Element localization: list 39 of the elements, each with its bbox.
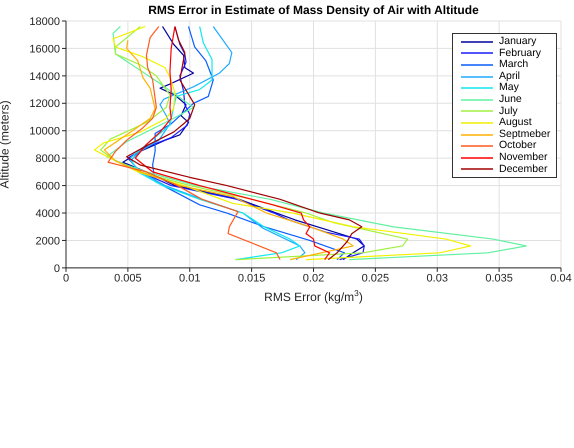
- y-tick-label: 8000: [36, 153, 60, 166]
- legend-label: Septmeber: [499, 128, 550, 140]
- chart-title: RMS Error in Estimate of Mass Density of Air with Altitude: [147, 3, 480, 17]
- y-tick-label: 18000: [29, 16, 60, 28]
- y-tick-label: 16000: [29, 43, 60, 56]
- x-tick-label: 0: [62, 272, 70, 285]
- x-tick-label: 0.025: [362, 272, 390, 285]
- x-tick-label: 0.01: [179, 272, 200, 285]
- line-series: [152, 26, 346, 260]
- line-series: [104, 40, 354, 260]
- y-tick-label: 4000: [36, 208, 60, 220]
- legend-label: June: [499, 92, 522, 106]
- y-tick-label: 10000: [29, 126, 60, 138]
- line-series: [107, 26, 281, 260]
- x-tick-label: 0.005: [114, 272, 142, 285]
- x-axis-title: RMS Error (kg/m$^{3}$): [264, 288, 363, 304]
- x-tick-label: 0.035: [485, 272, 513, 285]
- legend-label: October: [499, 139, 536, 152]
- legend-label: November: [499, 150, 548, 164]
- line-series: [94, 26, 472, 260]
- x-tick-label: 0.02: [302, 272, 324, 285]
- x-tick-label: 0.015: [238, 272, 266, 285]
- legend-label: July: [499, 104, 518, 118]
- y-axis-title: Altitude (meters): [0, 100, 12, 188]
- y-tick-label: 12000: [29, 98, 60, 110]
- legend-label: January: [499, 35, 536, 48]
- x-tick-label: 0.04: [550, 272, 572, 285]
- x-tick-label: 0.03: [426, 272, 448, 285]
- legend-label: December: [499, 162, 548, 176]
- y-tick-label: 6000: [36, 180, 60, 192]
- y-tick-label: 14000: [29, 70, 60, 83]
- legend-label: May: [499, 81, 519, 94]
- legend-label: August: [499, 116, 532, 129]
- y-tick-label: 2000: [36, 235, 60, 248]
- legend-label: February: [499, 46, 542, 59]
- y-tick-label: 0: [54, 262, 60, 275]
- line-series: [100, 26, 408, 260]
- legend-label: April: [499, 70, 520, 82]
- legend-label: March: [499, 58, 528, 71]
